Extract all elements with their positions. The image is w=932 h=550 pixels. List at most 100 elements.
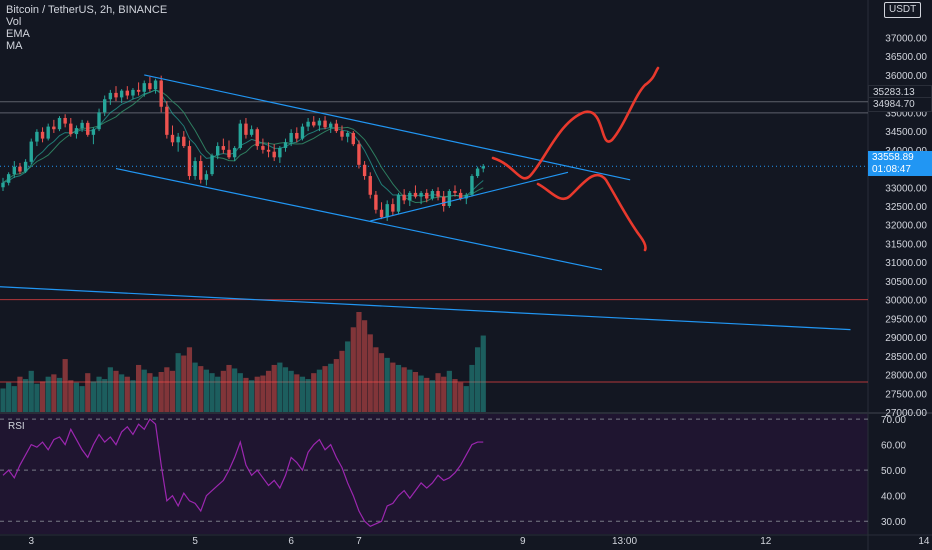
candle-body bbox=[131, 89, 135, 96]
candle-body bbox=[91, 129, 96, 135]
price-axis-tick-label: 30000.00 bbox=[885, 296, 927, 307]
price-axis-tick-label: 29000.00 bbox=[885, 333, 927, 344]
volume-bar bbox=[254, 376, 260, 412]
price-axis-tick-label: 36500.00 bbox=[885, 52, 927, 63]
candle-body bbox=[470, 176, 474, 195]
price-axis-tick-label: 27500.00 bbox=[885, 389, 927, 400]
candle-body bbox=[46, 126, 50, 139]
candle-body bbox=[148, 83, 152, 90]
volume-bar bbox=[0, 388, 6, 412]
candle-body bbox=[69, 123, 73, 135]
long-term-trendline bbox=[0, 286, 851, 331]
candle-body bbox=[368, 176, 372, 195]
volume-bar bbox=[429, 380, 435, 412]
volume-bar bbox=[458, 382, 464, 412]
candle-body bbox=[458, 192, 463, 199]
volume-bar bbox=[23, 379, 29, 412]
volume-bar bbox=[282, 367, 289, 412]
volume-bar bbox=[113, 370, 119, 412]
candle-body bbox=[255, 129, 259, 147]
volume-bar bbox=[328, 363, 334, 412]
candle-body bbox=[210, 155, 214, 175]
price-axis-tick-label: 28500.00 bbox=[885, 352, 927, 363]
candle-body bbox=[334, 123, 339, 132]
candle-body bbox=[97, 112, 101, 130]
volume-bar bbox=[17, 376, 23, 412]
rsi-line bbox=[2, 418, 484, 528]
volume-bar bbox=[373, 347, 379, 412]
volume-bar bbox=[260, 375, 266, 412]
rsi-axis-tick-label: 70.00 bbox=[881, 415, 906, 426]
time-axis-tick-label: 5 bbox=[192, 536, 198, 547]
candle-body bbox=[453, 191, 457, 193]
volume-bar bbox=[350, 327, 356, 412]
volume-bar bbox=[169, 370, 176, 412]
indicator-vol-label[interactable]: Vol bbox=[6, 16, 22, 28]
candle-body bbox=[29, 141, 33, 162]
candle-body bbox=[272, 151, 276, 158]
price-axis-tick-label: 27000.00 bbox=[885, 408, 927, 419]
rsi-pane-label[interactable]: RSI bbox=[8, 421, 25, 432]
price-axis-tick-label: 29500.00 bbox=[885, 314, 927, 325]
candle-body bbox=[430, 191, 435, 199]
price-axis-tick-label: 36000.00 bbox=[885, 71, 927, 82]
volume-bar bbox=[124, 376, 130, 412]
candle-body bbox=[266, 149, 271, 152]
indicator-ema-label[interactable]: EMA bbox=[6, 28, 30, 40]
candle-body bbox=[221, 146, 226, 150]
candle-body bbox=[193, 161, 197, 177]
price-axis-tick-label: 37000.00 bbox=[885, 33, 927, 44]
candle-body bbox=[340, 131, 344, 137]
volume-bar bbox=[305, 379, 311, 412]
candle-body bbox=[436, 191, 440, 197]
volume-bar bbox=[136, 364, 142, 412]
volume-bar bbox=[90, 381, 96, 412]
indicator-ma-label[interactable]: MA bbox=[6, 40, 23, 52]
volume-bar bbox=[186, 347, 193, 412]
volume-bar bbox=[475, 347, 481, 412]
chart-legend: Bitcoin / TetherUS, 2h, BINANCE Vol EMA … bbox=[6, 4, 167, 52]
candle-body bbox=[125, 90, 129, 96]
rsi-axis-tick-label: 30.00 bbox=[881, 517, 906, 528]
volume-bar bbox=[322, 366, 328, 412]
rsi-axis-tick-label: 60.00 bbox=[881, 441, 906, 452]
candle-body bbox=[278, 147, 282, 158]
price-level-badge-2: 34984.70 bbox=[868, 97, 932, 112]
candle-body bbox=[238, 123, 242, 148]
last-price-badge: 33558.89 bbox=[868, 151, 932, 164]
price-axis-tick-label: 30500.00 bbox=[885, 277, 927, 288]
volume-bar bbox=[435, 373, 441, 412]
volume-bar bbox=[418, 375, 424, 412]
candle-body bbox=[323, 120, 327, 128]
volume-bar bbox=[424, 377, 430, 412]
volume-bar bbox=[45, 376, 51, 412]
time-axis-tick-label: 13:00 bbox=[612, 536, 637, 547]
candle-body bbox=[204, 174, 209, 180]
volume-bar bbox=[362, 320, 368, 412]
currency-button[interactable]: USDT bbox=[884, 2, 922, 18]
rsi-axis-tick-label: 40.00 bbox=[881, 492, 906, 503]
candle-body bbox=[18, 166, 22, 172]
candle-body bbox=[182, 136, 186, 147]
volume-bar bbox=[243, 377, 249, 412]
candle-body bbox=[396, 194, 401, 212]
volume-bar bbox=[294, 374, 300, 412]
volume-bar bbox=[277, 362, 283, 412]
volume-bar bbox=[333, 359, 339, 412]
candle-body bbox=[300, 126, 305, 139]
volume-bar bbox=[175, 353, 181, 412]
candle-body bbox=[159, 80, 163, 107]
rsi-axis-tick-label: 50.00 bbox=[881, 466, 906, 477]
candle-body bbox=[227, 149, 231, 158]
candle-body bbox=[244, 123, 248, 135]
candle-body bbox=[216, 146, 220, 156]
candle-body bbox=[187, 146, 192, 177]
volume-bar bbox=[107, 367, 113, 412]
volume-bar bbox=[441, 376, 447, 412]
symbol-title[interactable]: Bitcoin / TetherUS, 2h, BINANCE bbox=[6, 4, 168, 16]
volume-bar bbox=[203, 369, 209, 412]
volume-bar bbox=[215, 376, 221, 412]
price-axis-tick-label: 31500.00 bbox=[885, 239, 927, 250]
candle-body bbox=[57, 117, 62, 130]
